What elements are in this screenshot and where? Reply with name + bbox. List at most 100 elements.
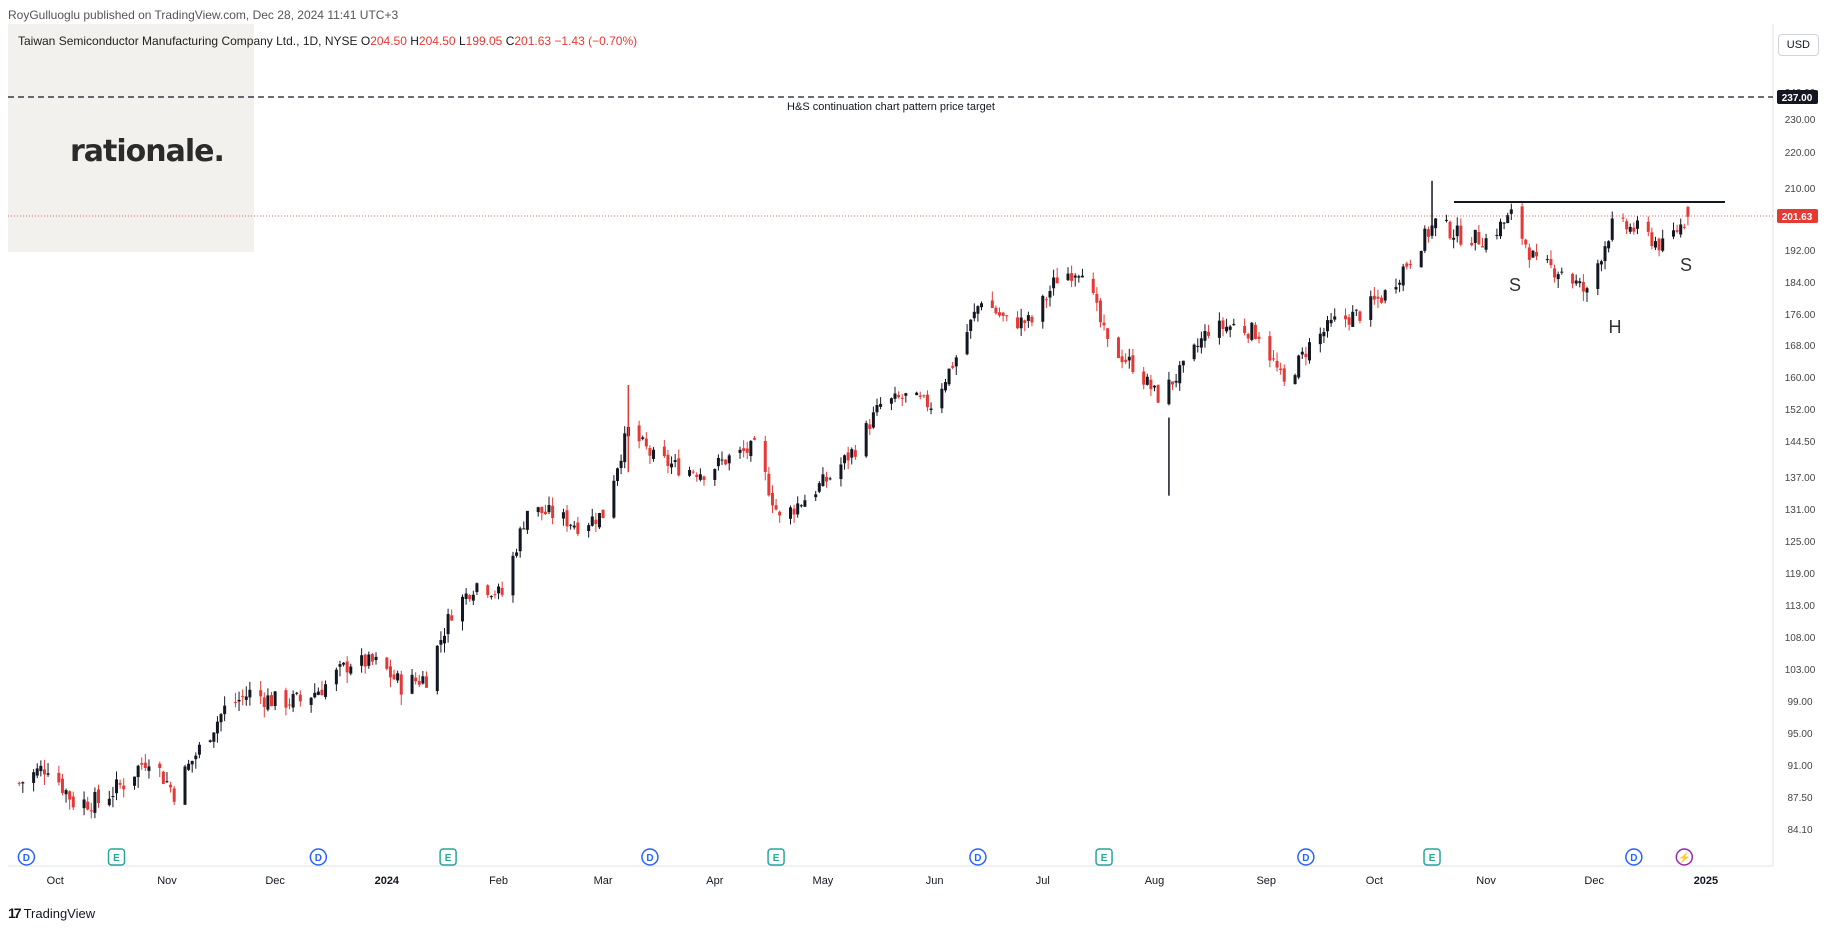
svg-text:E: E <box>113 853 120 864</box>
candle <box>565 505 569 532</box>
candle <box>522 521 526 530</box>
candle <box>1455 217 1459 243</box>
candle <box>1120 349 1124 369</box>
candle <box>1545 254 1549 264</box>
candle <box>1495 228 1499 240</box>
candle <box>1477 225 1481 245</box>
currency-button[interactable]: USD <box>1777 34 1819 56</box>
candle <box>969 319 973 339</box>
time-tick-label: May <box>813 875 834 887</box>
candle <box>147 759 151 779</box>
candle <box>1322 327 1326 344</box>
candle <box>273 691 277 711</box>
candle <box>370 652 374 666</box>
candle <box>673 454 677 468</box>
svg-text:⚡: ⚡ <box>1678 851 1690 864</box>
candle <box>388 659 392 688</box>
candle <box>1430 224 1434 239</box>
candle <box>1124 353 1128 365</box>
candle <box>136 764 140 788</box>
candle <box>1603 241 1607 270</box>
candle <box>1625 218 1629 235</box>
price-tick-label: 84.10 <box>1787 825 1812 836</box>
candle <box>619 454 623 475</box>
dividend-marker: D <box>969 848 987 866</box>
candle <box>868 418 872 435</box>
candle <box>918 391 922 400</box>
candle <box>1531 249 1535 258</box>
price-tick-label: 220.00 <box>1785 148 1816 159</box>
candle <box>1016 311 1020 330</box>
candle <box>1628 223 1632 235</box>
candle <box>237 691 241 712</box>
candle <box>133 776 137 790</box>
candle <box>1167 371 1171 406</box>
candle <box>1149 374 1153 396</box>
candle <box>925 390 929 412</box>
candle <box>915 391 919 396</box>
candle <box>1452 229 1456 249</box>
price-tick-label: 131.00 <box>1785 505 1816 516</box>
candle <box>998 307 1002 318</box>
candle <box>572 520 576 530</box>
candle <box>900 393 904 407</box>
candle <box>324 680 328 700</box>
candle <box>464 588 468 605</box>
price-tick-label: 152.00 <box>1785 405 1816 416</box>
candle <box>39 760 43 777</box>
candle <box>1527 243 1531 268</box>
candle <box>96 784 100 808</box>
candle <box>169 781 173 793</box>
candle <box>1257 332 1261 344</box>
candle <box>60 773 64 796</box>
price-tick-label: 99.00 <box>1787 697 1812 708</box>
candle <box>1549 250 1553 269</box>
time-tick-label: Aug <box>1145 875 1165 887</box>
candle <box>1127 348 1131 369</box>
candle <box>399 670 403 706</box>
candle <box>313 683 317 699</box>
last-price-badge <box>1777 209 1818 223</box>
change-value: −1.43 (−0.70%) <box>554 34 638 48</box>
candle <box>943 378 947 393</box>
candle <box>291 690 295 712</box>
candle <box>158 761 162 778</box>
candle <box>1470 237 1474 247</box>
candle <box>190 760 194 773</box>
candle <box>525 510 529 534</box>
candle <box>1347 314 1351 331</box>
candle <box>745 441 749 460</box>
candle <box>965 324 969 356</box>
candle <box>1329 313 1333 327</box>
rationale-logo: rationale. <box>70 134 225 169</box>
candle <box>724 459 728 466</box>
candle <box>197 742 201 759</box>
candle <box>82 791 86 816</box>
earnings-marker: E <box>107 848 126 866</box>
candle <box>742 440 746 458</box>
candle <box>111 786 115 808</box>
candle <box>1444 214 1448 223</box>
candle <box>118 779 122 789</box>
candle <box>796 496 800 518</box>
candle <box>738 446 742 459</box>
candle <box>1434 217 1438 237</box>
candle <box>597 512 601 529</box>
candle <box>32 769 36 792</box>
candle <box>1581 274 1585 302</box>
time-tick-label: Oct <box>1366 875 1383 887</box>
candle <box>468 594 472 602</box>
candle <box>976 305 980 322</box>
candle <box>248 681 252 706</box>
candles <box>17 180 1690 819</box>
candle <box>670 456 674 474</box>
candle <box>1509 203 1513 221</box>
candle <box>489 595 493 600</box>
candle <box>817 481 821 494</box>
candle <box>1102 314 1106 331</box>
candle <box>749 440 753 462</box>
candle <box>1394 278 1398 294</box>
candle <box>569 523 573 530</box>
candle <box>68 790 72 810</box>
